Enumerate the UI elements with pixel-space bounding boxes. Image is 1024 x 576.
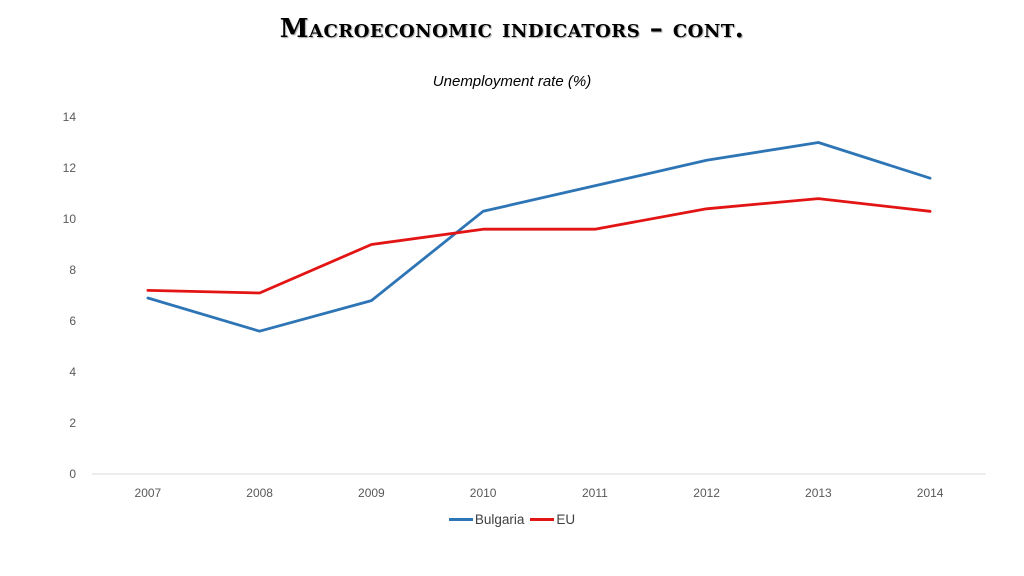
y-axis-ticks: 0 2 4 6 8 10 12 14 bbox=[63, 110, 77, 481]
slide-title: Macroeconomic indicators – cont. bbox=[279, 14, 745, 44]
y-tick-label: 14 bbox=[63, 110, 77, 124]
x-tick-label: 2013 bbox=[805, 486, 832, 500]
legend-swatch bbox=[530, 517, 555, 521]
y-tick-label: 4 bbox=[69, 365, 76, 379]
legend-swatch bbox=[448, 517, 473, 521]
series-lines bbox=[146, 141, 932, 333]
x-tick-label: 2010 bbox=[470, 486, 497, 500]
legend-label: Bulgaria bbox=[474, 512, 525, 527]
y-tick-label: 6 bbox=[69, 314, 76, 328]
legend-label: EU bbox=[556, 512, 576, 527]
legend-item-eu: EU bbox=[530, 512, 575, 527]
legend-item-bulgaria: Bulgaria bbox=[448, 512, 525, 527]
y-tick-label: 10 bbox=[63, 212, 77, 226]
x-axis-ticks: 2007 2008 2009 2010 2011 2012 2013 2014 bbox=[135, 486, 944, 500]
chart-legend: Bulgaria EU bbox=[0, 512, 1024, 527]
x-tick-label: 2009 bbox=[358, 486, 385, 500]
x-tick-label: 2014 bbox=[917, 486, 944, 500]
y-tick-label: 12 bbox=[63, 161, 77, 175]
x-tick-label: 2008 bbox=[246, 486, 273, 500]
x-tick-label: 2011 bbox=[582, 486, 608, 500]
y-tick-label: 2 bbox=[69, 416, 76, 430]
series-line-bulgaria bbox=[146, 141, 932, 333]
x-tick-label: 2007 bbox=[135, 486, 162, 500]
chart-title: Unemployment rate (%) bbox=[432, 73, 592, 90]
series-line-eu bbox=[146, 197, 932, 295]
y-tick-label: 0 bbox=[69, 467, 76, 481]
x-tick-label: 2012 bbox=[693, 486, 720, 500]
y-tick-label: 8 bbox=[69, 263, 76, 277]
